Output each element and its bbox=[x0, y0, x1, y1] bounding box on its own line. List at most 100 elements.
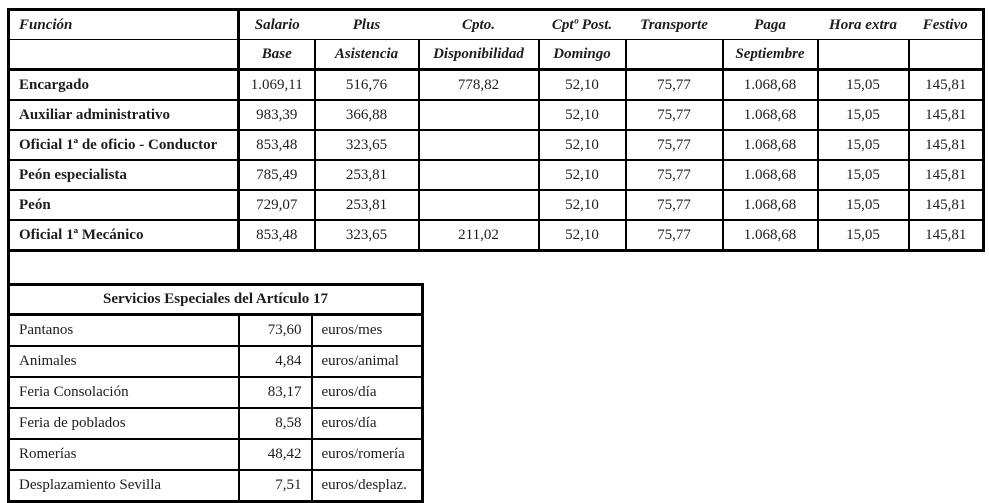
value-cell: 145,81 bbox=[907, 68, 985, 101]
table-row: Desplazamiento Sevilla 7,51 euros/despla… bbox=[7, 469, 424, 503]
col-header-hora-extra: Hora extra bbox=[817, 9, 909, 40]
unit-cell: euros/romería bbox=[310, 438, 424, 471]
value-cell: 75,77 bbox=[624, 219, 724, 252]
col-subheader-blank bbox=[816, 39, 910, 71]
table-row: Feria de poblados 8,58 euros/día bbox=[7, 407, 424, 440]
col-header-funcion: Función bbox=[8, 9, 240, 40]
col-subheader-blank bbox=[624, 39, 724, 71]
row-label-cell: Peón bbox=[7, 189, 240, 221]
col-subheader-disponibilidad: Disponibilidad bbox=[417, 39, 540, 71]
value-cell: 323,65 bbox=[313, 219, 420, 252]
value-cell: 15,05 bbox=[816, 129, 910, 161]
value-cell: 75,77 bbox=[624, 159, 724, 191]
unit-cell: euros/día bbox=[310, 376, 424, 409]
value-cell: 1.069,11 bbox=[237, 68, 316, 101]
value-cell: 145,81 bbox=[907, 219, 985, 252]
row-label-cell: Encargado bbox=[7, 68, 240, 101]
services-header-row: Servicios Especiales del Artículo 17 bbox=[8, 284, 423, 316]
value-cell: 52,10 bbox=[537, 129, 627, 161]
row-label-cell: Oficial 1ª de oficio - Conductor bbox=[7, 129, 240, 161]
table-row: Animales 4,84 euros/animal bbox=[7, 345, 424, 378]
special-services-table: Servicios Especiales del Artículo 17 Pan… bbox=[7, 283, 425, 503]
value-cell: 1.068,68 bbox=[721, 159, 819, 191]
row-label-cell: Auxiliar administrativo bbox=[7, 99, 240, 131]
unit-cell: euros/animal bbox=[310, 345, 424, 378]
value-cell: 983,39 bbox=[237, 99, 316, 131]
value-cell: 853,48 bbox=[237, 219, 316, 252]
header-row-1: Función Salario Plus Cpto. Cptº Post. Tr… bbox=[8, 9, 984, 40]
salary-table: Función Salario Plus Cpto. Cptº Post. Tr… bbox=[7, 8, 985, 252]
value-cell: 8,58 bbox=[237, 407, 313, 440]
row-label-cell: Romerías bbox=[7, 438, 240, 471]
value-cell: 853,48 bbox=[237, 129, 316, 161]
value-cell: 785,49 bbox=[237, 159, 316, 191]
value-cell: 253,81 bbox=[313, 159, 420, 191]
value-cell: 145,81 bbox=[907, 129, 985, 161]
value-cell: 75,77 bbox=[624, 189, 724, 221]
value-cell: 15,05 bbox=[816, 68, 910, 101]
value-cell: 75,77 bbox=[624, 99, 724, 131]
col-subheader-base: Base bbox=[237, 39, 316, 71]
value-cell: 145,81 bbox=[907, 159, 985, 191]
value-cell: 778,82 bbox=[417, 68, 540, 101]
row-label-cell: Peón especialista bbox=[7, 159, 240, 191]
value-cell: 52,10 bbox=[537, 68, 627, 101]
value-cell bbox=[417, 129, 540, 161]
value-cell: 15,05 bbox=[816, 159, 910, 191]
col-header-salario: Salario bbox=[238, 9, 315, 40]
unit-cell: euros/mes bbox=[310, 313, 424, 347]
col-header-cpto-post: Cptº Post. bbox=[538, 9, 626, 40]
value-cell: 52,10 bbox=[537, 159, 627, 191]
col-subheader-asistencia: Asistencia bbox=[313, 39, 420, 71]
value-cell: 52,10 bbox=[537, 189, 627, 221]
row-label-cell: Pantanos bbox=[7, 313, 240, 347]
col-subheader-blank bbox=[8, 39, 240, 71]
row-label-cell: Animales bbox=[7, 345, 240, 378]
value-cell: 7,51 bbox=[237, 469, 313, 503]
row-label-cell: Oficial 1ª Mecánico bbox=[7, 219, 240, 252]
table-connector-line bbox=[7, 250, 10, 286]
value-cell: 15,05 bbox=[816, 99, 910, 131]
header-row-2: Base Asistencia Disponibilidad Domingo S… bbox=[8, 39, 985, 71]
col-subheader-septiembre: Septiembre bbox=[721, 39, 819, 71]
table-row: Oficial 1ª Mecánico 853,48 323,65 211,02… bbox=[7, 219, 985, 252]
value-cell: 1.068,68 bbox=[721, 99, 819, 131]
value-cell: 253,81 bbox=[313, 189, 420, 221]
col-header-plus: Plus bbox=[314, 9, 419, 40]
table-row: Encargado 1.069,11 516,76 778,82 52,10 7… bbox=[7, 68, 985, 101]
services-table-title: Servicios Especiales del Artículo 17 bbox=[8, 284, 423, 316]
value-cell bbox=[417, 159, 540, 191]
col-header-paga: Paga bbox=[722, 9, 818, 40]
value-cell: 52,10 bbox=[537, 99, 627, 131]
table-row: Peón especialista 785,49 253,81 52,10 75… bbox=[7, 159, 985, 191]
table-row: Peón 729,07 253,81 52,10 75,77 1.068,68 … bbox=[7, 189, 985, 221]
value-cell: 83,17 bbox=[237, 376, 313, 409]
col-header-transporte: Transporte bbox=[625, 9, 723, 40]
col-subheader-domingo: Domingo bbox=[537, 39, 627, 71]
value-cell: 211,02 bbox=[417, 219, 540, 252]
col-header-cpto: Cpto. bbox=[418, 9, 539, 40]
value-cell: 75,77 bbox=[624, 68, 724, 101]
unit-cell: euros/desplaz. bbox=[310, 469, 424, 503]
col-subheader-blank bbox=[907, 39, 985, 71]
value-cell: 145,81 bbox=[907, 99, 985, 131]
value-cell: 4,84 bbox=[237, 345, 313, 378]
value-cell bbox=[417, 189, 540, 221]
value-cell: 729,07 bbox=[237, 189, 316, 221]
value-cell: 516,76 bbox=[313, 68, 420, 101]
unit-cell: euros/día bbox=[310, 407, 424, 440]
table-row: Feria Consolación 83,17 euros/día bbox=[7, 376, 424, 409]
value-cell bbox=[417, 99, 540, 131]
table-row: Romerías 48,42 euros/romería bbox=[7, 438, 424, 471]
value-cell: 145,81 bbox=[907, 189, 985, 221]
value-cell: 1.068,68 bbox=[721, 189, 819, 221]
table-row: Pantanos 73,60 euros/mes bbox=[7, 313, 424, 347]
value-cell: 15,05 bbox=[816, 189, 910, 221]
row-label-cell: Feria de poblados bbox=[7, 407, 240, 440]
row-label-cell: Feria Consolación bbox=[7, 376, 240, 409]
row-label-cell: Desplazamiento Sevilla bbox=[7, 469, 240, 503]
value-cell: 15,05 bbox=[816, 219, 910, 252]
col-header-festivo: Festivo bbox=[908, 9, 984, 40]
table-row: Oficial 1ª de oficio - Conductor 853,48 … bbox=[7, 129, 985, 161]
